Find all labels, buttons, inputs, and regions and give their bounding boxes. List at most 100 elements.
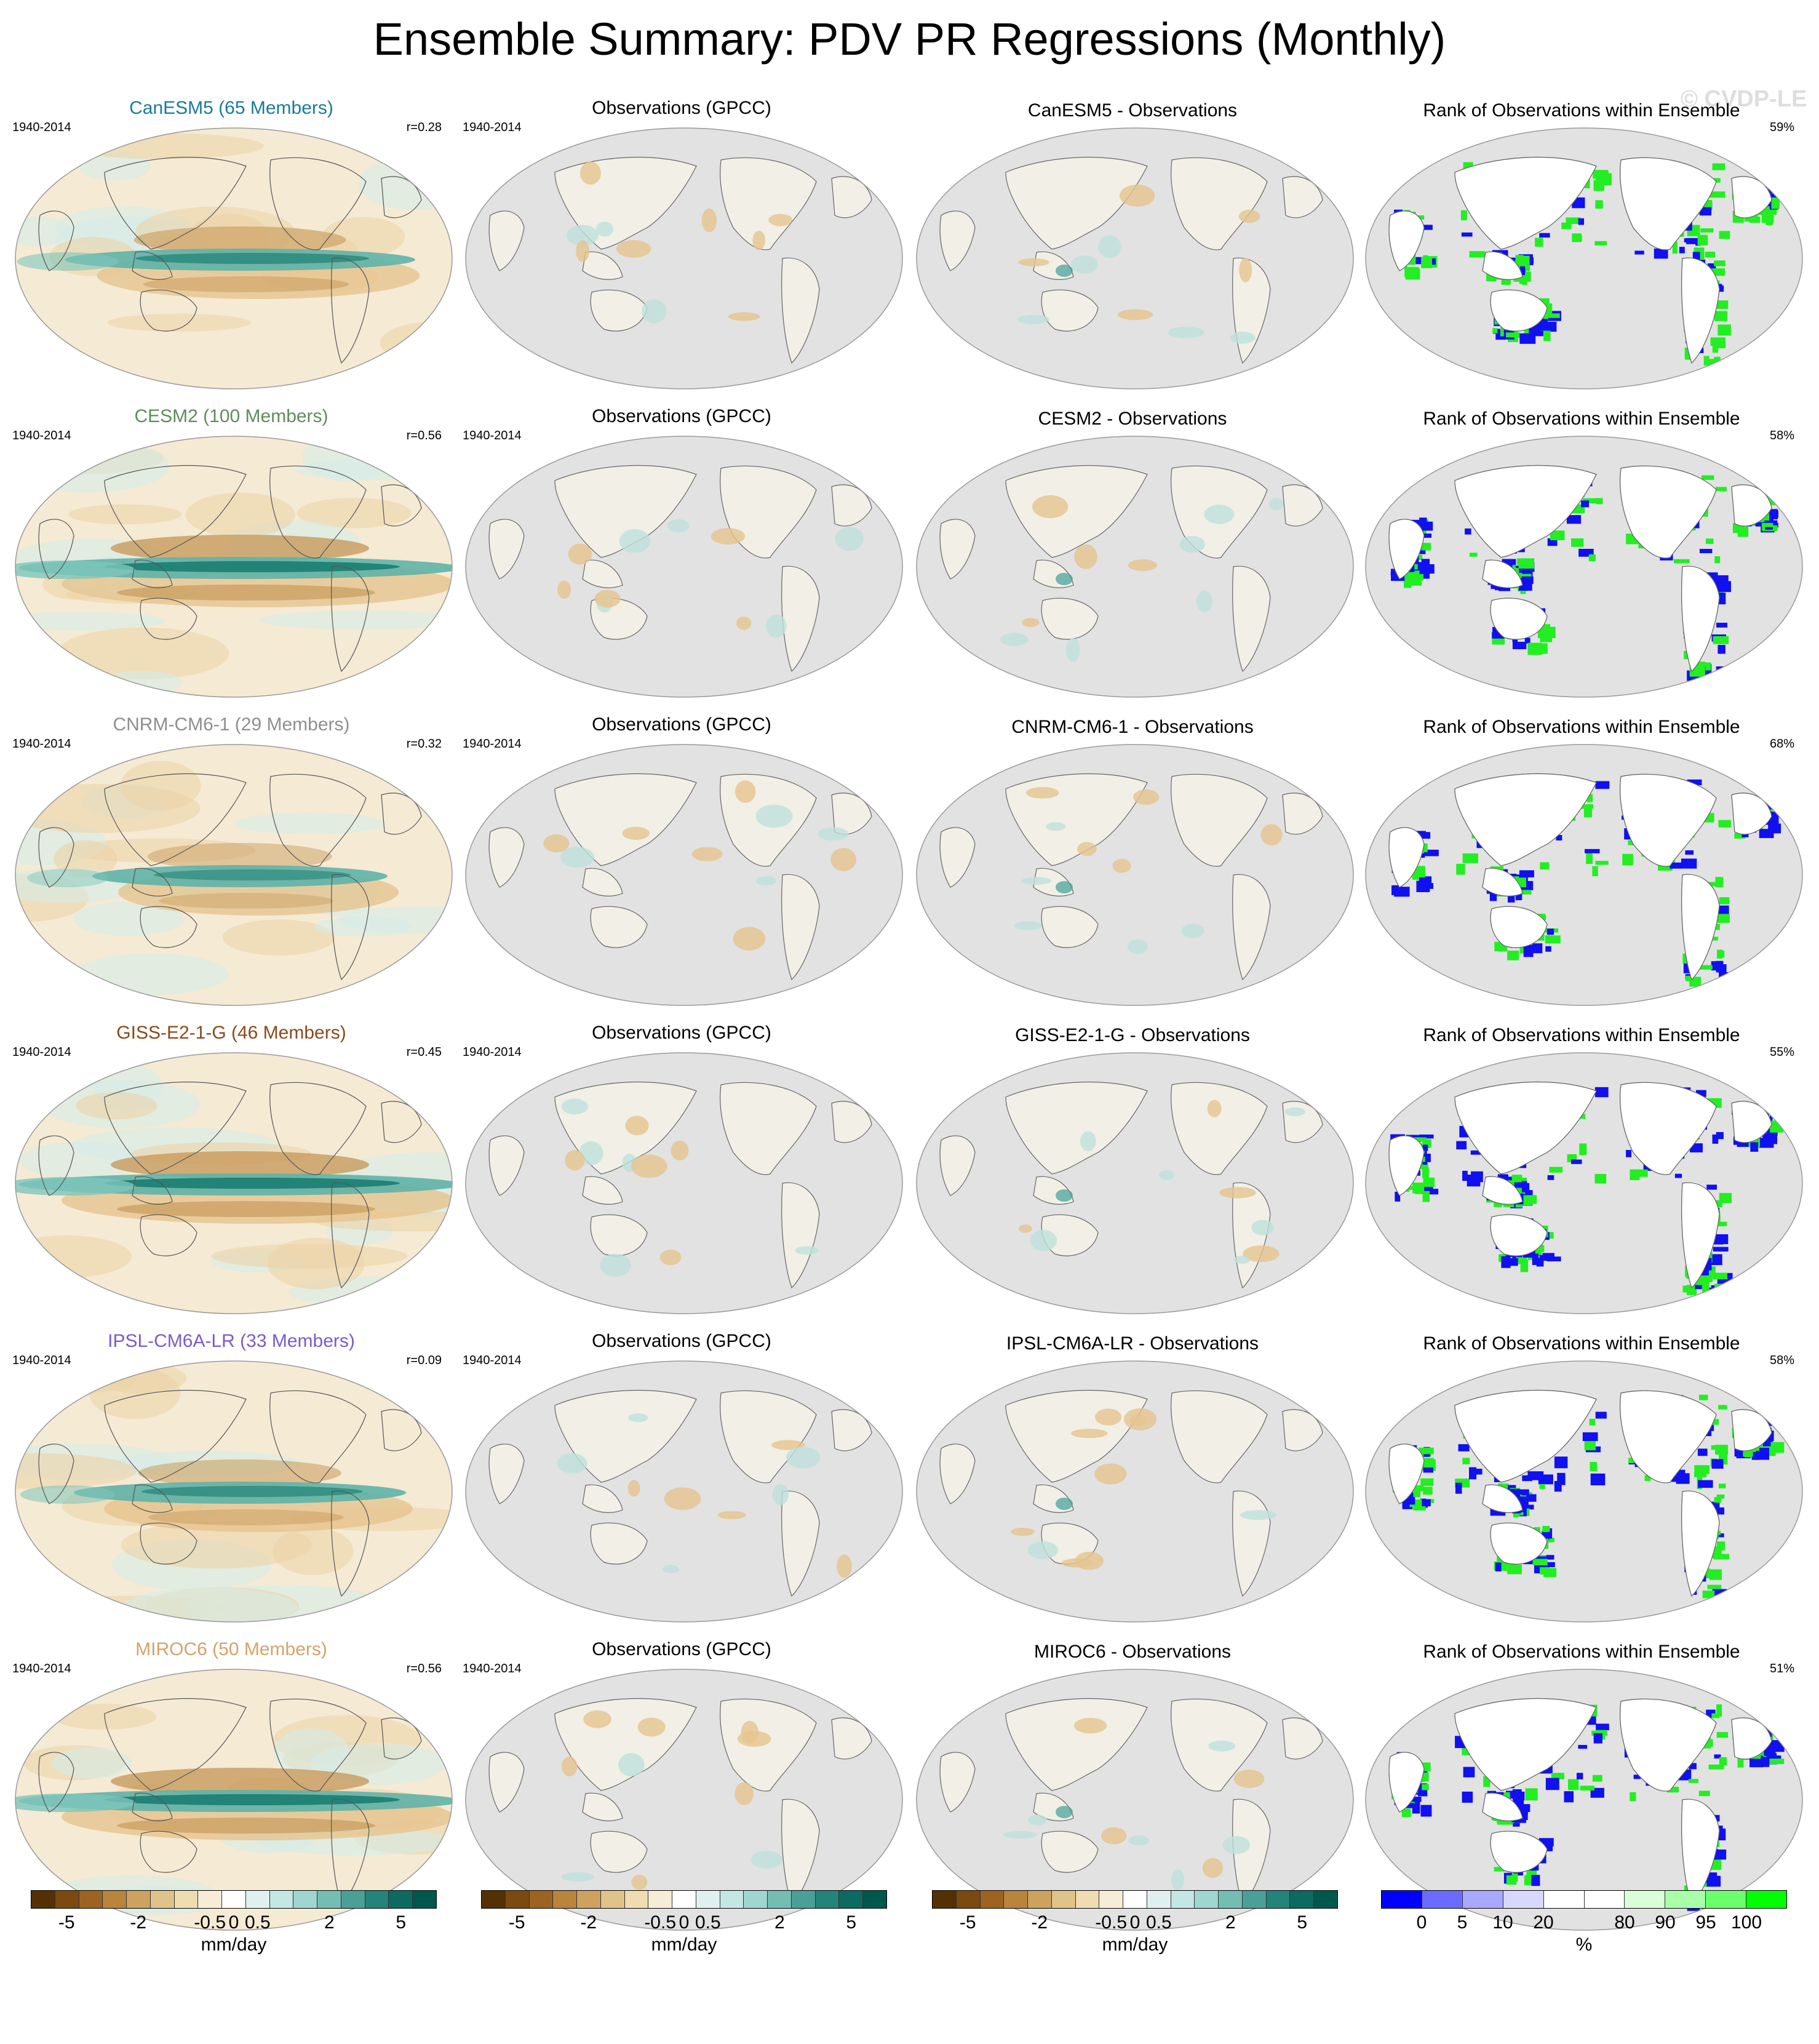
colorbar-tick-label: 2 [324, 1912, 335, 1933]
precip-field [15, 128, 452, 389]
colorbar-tick-label: 95 [1695, 1912, 1716, 1933]
period-label: 1940-2014 [12, 1354, 71, 1367]
globe-map [15, 436, 453, 698]
globe-map [1365, 127, 1803, 389]
globe-map [1365, 1360, 1803, 1623]
colorbar-tick-label: 0 [679, 1912, 690, 1933]
globe-map [1365, 1669, 1803, 1931]
period-label: 1940-2014 [12, 1045, 71, 1059]
globe-outline [916, 744, 1354, 1006]
colorbar-swatch [791, 1891, 816, 1908]
panel-model: MIROC6 (50 Members) 1940-2014 r=0.56 [6, 1634, 456, 1941]
globe-map [1365, 1052, 1803, 1314]
colorbar-tick-label: 5 [1457, 1912, 1468, 1933]
colorbar-swatch [222, 1891, 246, 1908]
period-label: 1940-2014 [463, 429, 522, 442]
continent-outlines [1388, 1081, 1772, 1289]
colorbar-swatches [932, 1890, 1338, 1909]
colorbar-tick-label: 100 [1730, 1912, 1762, 1933]
colorbar-swatch [198, 1891, 223, 1908]
globe-map [465, 744, 903, 1006]
colorbar-swatch [1382, 1891, 1422, 1908]
colorbar-units: mm/day [651, 1934, 717, 1955]
colorbar-tick-label: 20 [1533, 1912, 1554, 1933]
globe-outline [465, 1669, 903, 1931]
globe-outline [916, 1360, 1354, 1623]
colorbar-units: % [1575, 1934, 1593, 1955]
colorbar-swatch [1503, 1891, 1544, 1908]
pattern-correlation: r=0.09 [406, 1354, 442, 1367]
colorbar-swatch [1665, 1891, 1706, 1908]
colorbar-tick-label: -2 [1031, 1912, 1048, 1933]
colorbar-swatch [55, 1891, 79, 1908]
colorbar-tick-label: -0.5 [194, 1912, 226, 1933]
colorbar-swatch [389, 1891, 413, 1908]
colorbar-rank: 0 5 10 20 80 90 95 100 % [1381, 1890, 1787, 1955]
colorbar-ticks: 0 5 10 20 80 90 95 100 [1381, 1909, 1787, 1933]
colorbar-tick-label: 90 [1655, 1912, 1676, 1933]
colorbar-tick-label: 0 [1416, 1912, 1427, 1933]
globe-map [15, 1052, 453, 1314]
panel-difference: MIROC6 - Observations [907, 1634, 1358, 1941]
panel-difference: CESM2 - Observations [907, 401, 1358, 708]
colorbar-swatch [1147, 1891, 1171, 1908]
rank-field [1366, 1053, 1802, 1314]
colorbar-swatch [1051, 1891, 1076, 1908]
rank-title: Rank of Observations within Ensemble [1423, 409, 1740, 429]
colorbar-swatch [31, 1891, 55, 1908]
colorbar-swatch [529, 1891, 554, 1908]
colorbar-swatch [672, 1891, 696, 1908]
globe-outline [465, 127, 903, 389]
colorbar-swatch [103, 1891, 127, 1908]
continent-outlines [1388, 1389, 1772, 1597]
pattern-correlation: r=0.28 [406, 121, 442, 134]
continent-outlines [1388, 773, 1772, 981]
colorbar-swatch [1314, 1891, 1338, 1908]
colorbar-units: mm/day [201, 1934, 267, 1955]
globe-outline [15, 744, 453, 1006]
colorbar-tick-label: -0.5 [644, 1912, 677, 1933]
pattern-correlation: r=0.56 [406, 429, 442, 442]
colorbar-swatch [696, 1891, 720, 1908]
panel-model: CanESM5 (65 Members) 1940-2014 r=0.28 [6, 92, 456, 400]
colorbar-swatch [1584, 1891, 1625, 1908]
globe-map [916, 744, 1354, 1006]
panel-rank: Rank of Observations within Ensemble 58% [1356, 401, 1807, 708]
globe-map [1365, 744, 1803, 1006]
colorbar-swatch [1004, 1891, 1029, 1908]
precip-field [15, 1361, 452, 1622]
colorbar-model: -5 -2 -0.5 0 0.5 2 5 mm/day [31, 1890, 437, 1955]
globe-outline [1365, 1360, 1803, 1623]
colorbar-swatch [815, 1891, 840, 1908]
colorbar-swatch [577, 1891, 601, 1908]
colorbar-swatches [481, 1890, 887, 1909]
colorbar-swatch [1422, 1891, 1463, 1908]
colorbar-tick-label: 0 [228, 1912, 239, 1933]
model-title: GISS-E2-1-G (46 Members) [116, 1023, 346, 1043]
colorbar-units: mm/day [1102, 1934, 1168, 1955]
panel-difference: CanESM5 - Observations [907, 92, 1358, 400]
rank-percent: 51% [1769, 1662, 1794, 1675]
colorbar-swatch [1543, 1891, 1585, 1908]
colorbar-tick-label: 2 [774, 1912, 785, 1933]
colorbar-diff: -5 -2 -0.5 0 0.5 2 5 mm/day [932, 1890, 1338, 1955]
model-title: CESM2 (100 Members) [134, 406, 328, 426]
colorbar-tick-label: 0.5 [695, 1912, 721, 1933]
model-title: CanESM5 (65 Members) [129, 98, 333, 118]
colorbar-swatch [413, 1891, 437, 1908]
pattern-correlation: r=0.56 [406, 1662, 442, 1675]
colorbar-swatch [1242, 1891, 1267, 1908]
obs-title: Observations (GPCC) [592, 1331, 771, 1351]
globe-map [916, 1669, 1354, 1931]
colorbar-swatch [269, 1891, 294, 1908]
panel-rank: Rank of Observations within Ensemble 58% [1356, 1325, 1807, 1633]
rank-title: Rank of Observations within Ensemble [1423, 1025, 1740, 1045]
rank-title: Rank of Observations within Ensemble [1423, 717, 1740, 737]
colorbar-swatch [1706, 1891, 1747, 1908]
colorbar-swatches [31, 1890, 437, 1909]
colorbar-swatch [1625, 1891, 1666, 1908]
model-title: IPSL-CM6A-LR (33 Members) [108, 1331, 355, 1351]
globe-outline [15, 127, 453, 389]
colorbar-swatch [1746, 1891, 1787, 1908]
colorbar-tick-label: 0.5 [1145, 1912, 1172, 1933]
